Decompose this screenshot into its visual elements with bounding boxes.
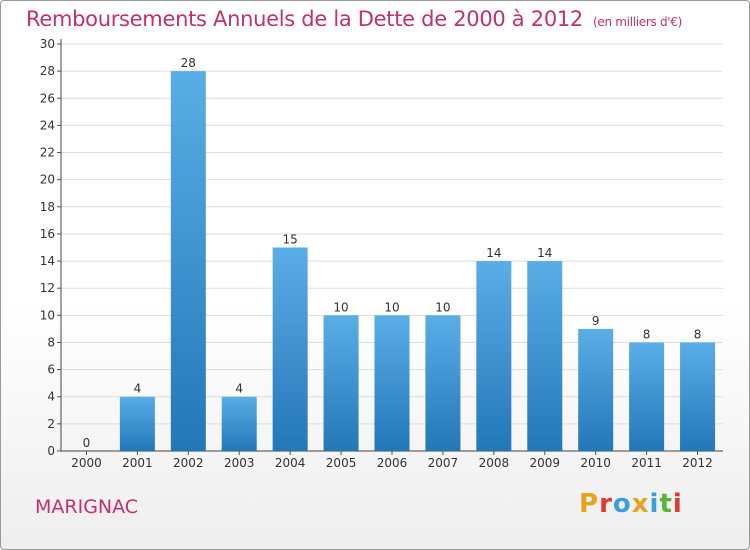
logo-letter: r <box>599 489 613 519</box>
bar <box>119 396 155 451</box>
logo-letter: i <box>649 489 660 519</box>
x-tick-label: 2006 <box>377 456 408 470</box>
bar <box>578 328 614 451</box>
x-tick-label: 2011 <box>631 456 662 470</box>
x-tick-label: 2001 <box>122 456 153 470</box>
bar-value-label: 8 <box>694 327 702 341</box>
y-tick-label: 22 <box>40 146 55 160</box>
bar-value-label: 4 <box>134 382 142 396</box>
x-tick-label: 2005 <box>326 456 357 470</box>
y-tick-label: 20 <box>40 173 55 187</box>
bar-value-label: 4 <box>235 382 243 396</box>
x-tick-label: 2002 <box>173 456 204 470</box>
bar <box>323 315 359 451</box>
bar-value-label: 28 <box>181 56 196 70</box>
y-tick-label: 10 <box>40 308 55 322</box>
x-tick-label: 2003 <box>224 456 255 470</box>
bar-value-label: 10 <box>384 300 399 314</box>
bar <box>476 261 512 451</box>
x-tick-label: 2007 <box>428 456 459 470</box>
x-tick-label: 2008 <box>479 456 510 470</box>
y-tick-label: 30 <box>40 37 55 51</box>
bar-value-label: 15 <box>283 233 298 247</box>
x-tick-label: 2009 <box>529 456 560 470</box>
x-tick-label: 2010 <box>580 456 611 470</box>
commune-name: MARIGNAC <box>35 496 139 518</box>
chart-title: Remboursements Annuels de la Dette de 20… <box>26 7 682 31</box>
y-tick-label: 0 <box>47 444 55 458</box>
bar-value-label: 14 <box>537 246 552 260</box>
bar <box>425 315 461 451</box>
y-tick-label: 18 <box>40 200 55 214</box>
y-tick-label: 28 <box>40 64 55 78</box>
bar-value-label: 10 <box>435 300 450 314</box>
x-tick-label: 2000 <box>71 456 102 470</box>
bar <box>629 342 665 451</box>
logo-letter: P <box>579 489 600 519</box>
y-tick-label: 2 <box>47 417 55 431</box>
chart-unit-label: (en milliers d'€) <box>593 15 683 29</box>
bar-value-label: 14 <box>486 246 501 260</box>
bar-value-label: 0 <box>83 436 91 450</box>
logo-letter: i <box>672 489 683 519</box>
proxiti-logo: Proxiti <box>579 489 683 519</box>
y-tick-label: 6 <box>47 363 55 377</box>
y-tick-label: 24 <box>40 118 55 132</box>
bar <box>374 315 410 451</box>
x-tick-label: 2012 <box>682 456 713 470</box>
bar-value-label: 9 <box>592 314 600 328</box>
y-tick-label: 26 <box>40 91 55 105</box>
logo-letter: x <box>631 489 650 519</box>
y-tick-label: 4 <box>47 390 55 404</box>
bar-value-label: 8 <box>643 327 651 341</box>
x-tick-label: 2004 <box>275 456 306 470</box>
bar <box>680 342 716 451</box>
bar <box>170 71 206 451</box>
bar <box>527 261 563 451</box>
bar-value-label: 10 <box>333 300 348 314</box>
y-tick-label: 12 <box>40 281 55 295</box>
logo-letter: t <box>659 489 673 519</box>
y-tick-label: 8 <box>47 335 55 349</box>
bar <box>221 396 257 451</box>
y-tick-label: 14 <box>40 254 55 268</box>
chart-title-text: Remboursements Annuels de la Dette de 20… <box>26 7 583 31</box>
logo-letter: o <box>612 489 632 519</box>
bar <box>272 247 308 451</box>
y-tick-label: 16 <box>40 227 55 241</box>
